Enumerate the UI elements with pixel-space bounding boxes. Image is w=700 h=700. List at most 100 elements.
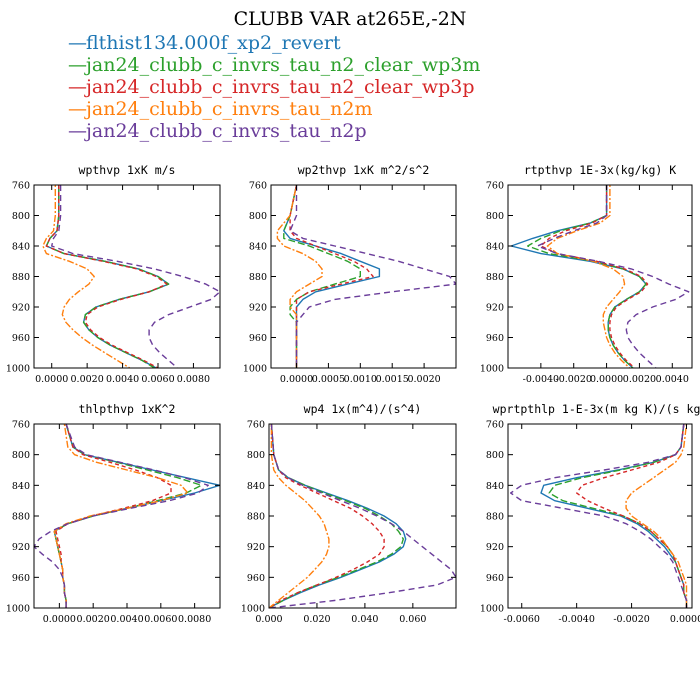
y-tick-label: 880 — [486, 272, 504, 283]
legend: —flthist134.000f_xp2_revert —jan24_clubb… — [68, 32, 480, 142]
x-tick-label: 0.0000 — [280, 374, 313, 385]
subplot-title: wp2thvp 1xK m^2/s^2 — [298, 163, 430, 177]
series-line — [269, 424, 407, 608]
y-tick-label: 800 — [249, 211, 267, 222]
y-tick-label: 760 — [247, 420, 265, 431]
y-tick-label: 760 — [12, 181, 30, 192]
y-tick-label: 800 — [247, 450, 265, 461]
legend-label: jan24_clubb_c_invrs_tau_n2p — [86, 120, 367, 142]
x-tick-label: 0.0005 — [312, 374, 345, 385]
subplot: wprtpthlp 1-E-3x(m kg K)/(s kg) 760 800 840… — [480, 402, 700, 625]
subplot-title: wp4 1x(m^4)/(s^4) — [304, 402, 422, 416]
y-tick-label: 840 — [247, 481, 265, 492]
x-tick-label: 0.0020 — [77, 614, 110, 625]
subplot: wpthvp 1xK m/s 760 800 840 880 920 960 1000 0.00… — [6, 163, 221, 385]
y-tick-label: 960 — [12, 573, 30, 584]
series-line — [269, 424, 385, 608]
subplot-title: thlpthvp 1xK^2 — [79, 402, 176, 416]
x-tick-label: 0.000 — [255, 614, 282, 625]
legend-dash-icon: — — [68, 98, 87, 120]
series-group — [269, 424, 456, 608]
y-tick-label: 800 — [12, 211, 30, 222]
series-line — [269, 424, 330, 608]
x-tick-label: 0.0040 — [110, 614, 143, 625]
y-tick-label: 1000 — [480, 364, 504, 375]
legend-dash-icon: — — [68, 76, 87, 98]
series-group — [276, 185, 456, 368]
y-tick-label: 840 — [486, 242, 504, 253]
series-line — [55, 424, 172, 608]
y-tick-label: 920 — [12, 303, 30, 314]
y-tick-label: 1000 — [6, 604, 30, 615]
x-tick-label: 0.0020 — [71, 374, 104, 385]
subplot: rtpthvp 1E-3x(kg/kg) K 760 800 840 880 920 960… — [480, 163, 693, 385]
y-tick-label: 800 — [12, 450, 30, 461]
x-tick-label: 0.0060 — [141, 374, 174, 385]
y-tick-label: 880 — [486, 512, 504, 523]
y-tick-label: 880 — [247, 512, 265, 523]
y-tick-label: 800 — [486, 450, 504, 461]
legend-label: jan24_clubb_c_invrs_tau_n2_clear_wp3m — [86, 54, 481, 76]
series-line — [289, 185, 456, 368]
subplot-title: wprtpthlp 1-E-3x(m kg K)/(s kg) — [493, 402, 700, 416]
y-tick-label: 880 — [12, 272, 30, 283]
x-tick-label: 0.0060 — [144, 614, 177, 625]
x-tick-label: 0.0040 — [656, 374, 689, 385]
legend-label: flthist134.000f_xp2_revert — [86, 32, 341, 54]
y-tick-label: 840 — [249, 242, 267, 253]
legend-entry: —jan24_clubb_c_invrs_tau_n2p — [68, 120, 480, 142]
series-line — [546, 185, 631, 368]
legend-entry: —jan24_clubb_c_invrs_tau_n2m — [68, 98, 480, 120]
x-tick-label: 0.060 — [399, 614, 426, 625]
series-line — [276, 185, 323, 368]
plot-frame — [33, 184, 221, 369]
x-tick-label: 0.0000 — [590, 374, 623, 385]
y-tick-label: 920 — [12, 542, 30, 553]
y-tick-label: 1000 — [241, 604, 265, 615]
series-group — [42, 185, 220, 368]
legend-dash-icon: — — [68, 32, 87, 54]
plot-frame — [33, 423, 221, 609]
x-tick-label: 0.040 — [351, 614, 378, 625]
x-tick-label: -0.0060 — [504, 614, 540, 625]
subplot-title: rtpthvp 1E-3x(kg/kg) K — [524, 163, 676, 177]
x-tick-label: 0.0000 — [35, 374, 68, 385]
y-tick-label: 960 — [486, 573, 504, 584]
y-tick-label: 760 — [12, 420, 30, 431]
series-line — [42, 185, 131, 368]
plot-frame — [507, 184, 693, 369]
subplot: wp2thvp 1xK m^2/s^2 760 800 840 880 920 960 100… — [243, 163, 457, 385]
figure-title: CLUBB VAR at265E,-2N — [233, 8, 467, 30]
x-tick-label: -0.0040 — [523, 374, 559, 385]
y-tick-label: 760 — [486, 181, 504, 192]
subplot: thlpthvp 1xK^2 760 800 840 880 920 960 1000 0.00… — [6, 402, 221, 625]
legend-label: jan24_clubb_c_invrs_tau_n2_clear_wp3p — [86, 76, 475, 98]
plot-frame — [507, 423, 693, 609]
y-tick-label: 960 — [249, 333, 267, 344]
y-tick-label: 920 — [247, 542, 265, 553]
y-tick-label: 920 — [486, 303, 504, 314]
x-tick-label: -0.0020 — [613, 614, 649, 625]
y-tick-label: 960 — [486, 333, 504, 344]
y-tick-label: 960 — [12, 333, 30, 344]
series-line — [540, 424, 688, 608]
series-line — [576, 424, 688, 608]
series-line — [269, 424, 456, 608]
plot-frame — [270, 184, 457, 369]
x-tick-label: -0.0020 — [555, 374, 591, 385]
y-tick-label: 840 — [12, 481, 30, 492]
series-line — [53, 424, 203, 608]
y-tick-label: 840 — [12, 242, 30, 253]
y-tick-label: 840 — [486, 481, 504, 492]
x-tick-label: 0.020 — [303, 614, 330, 625]
legend-label: jan24_clubb_c_invrs_tau_n2m — [86, 98, 373, 120]
y-tick-label: 920 — [249, 303, 267, 314]
y-tick-label: 1000 — [6, 364, 30, 375]
series-line — [53, 424, 189, 608]
series-group — [34, 424, 220, 608]
series-group — [510, 185, 690, 368]
x-tick-label: 0.0015 — [376, 374, 409, 385]
legend-dash-icon: — — [68, 120, 87, 142]
y-tick-label: 760 — [249, 181, 267, 192]
y-tick-label: 1000 — [480, 604, 504, 615]
